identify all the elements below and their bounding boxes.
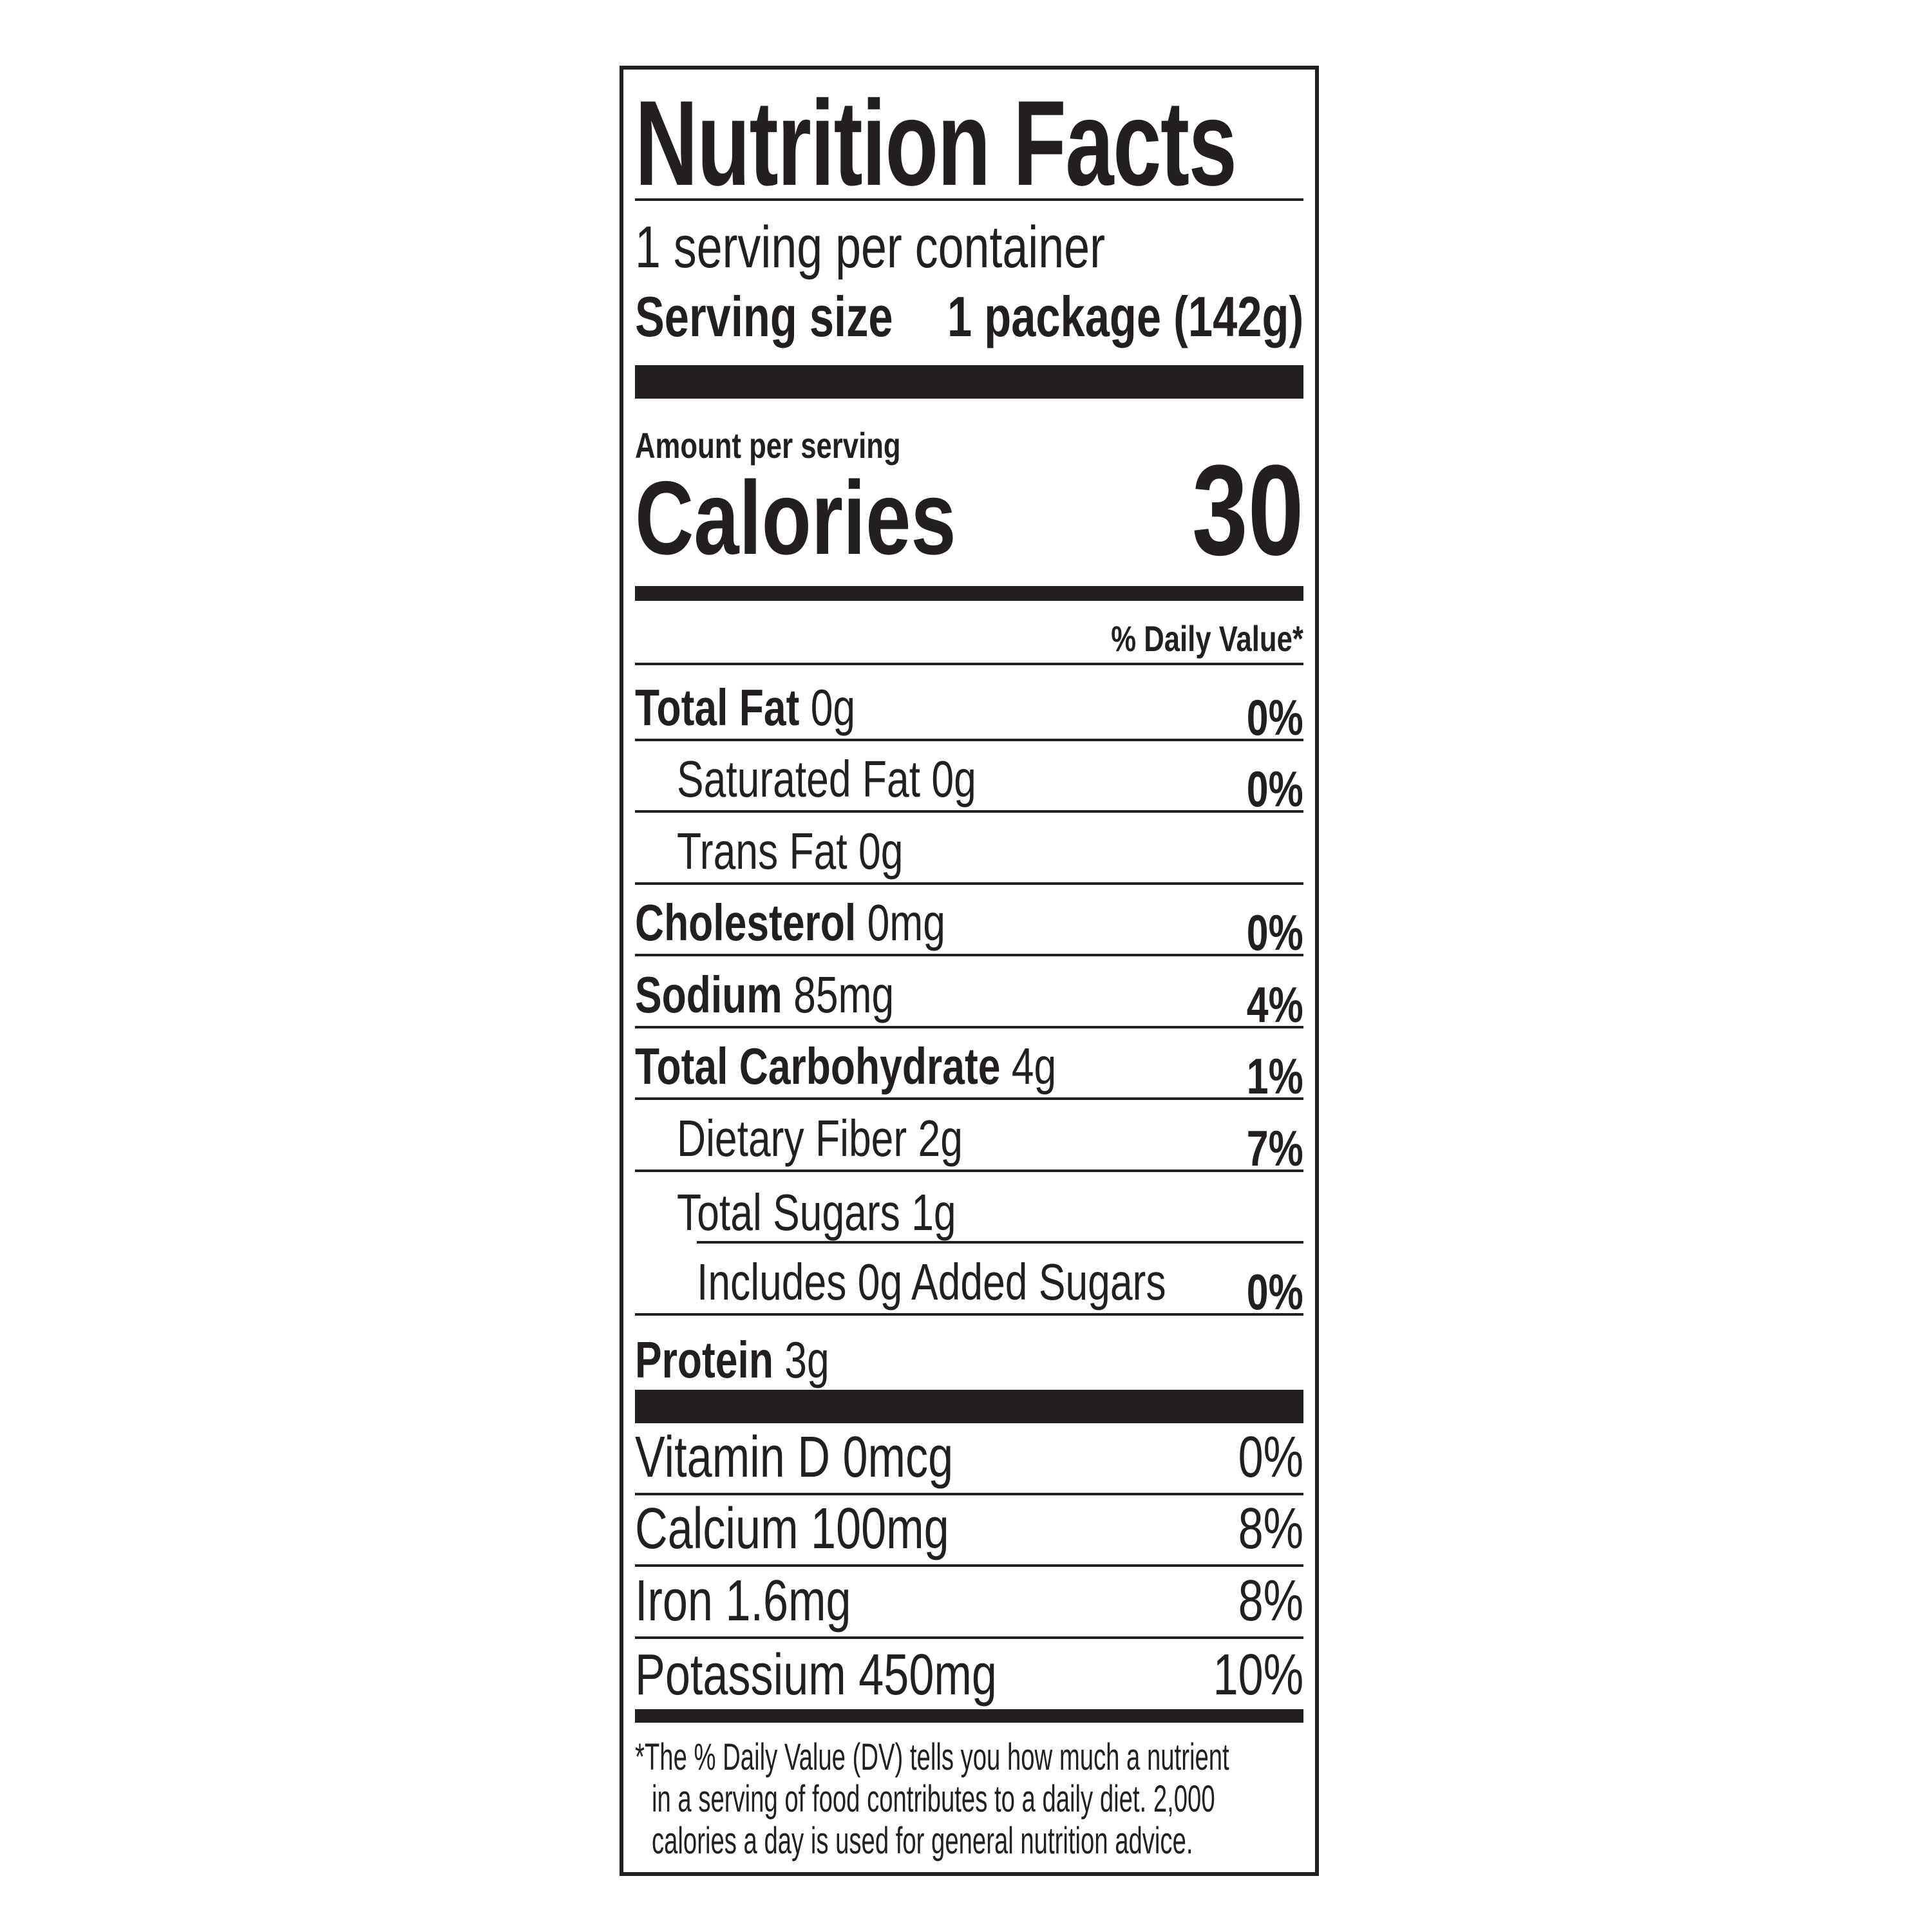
medium-divider	[635, 1709, 1303, 1723]
nutrient-row-dietary-fiber: Dietary Fiber 2g 7%	[635, 1100, 1303, 1177]
vitamin-name: Calcium 100mg	[635, 1497, 949, 1561]
vitamin-row-vitamin-d: Vitamin D 0mcg 0%	[635, 1423, 1303, 1495]
nutrient-amount: 0g	[858, 822, 904, 880]
nutrient-row-cholesterol: Cholesterol 0mg 0%	[635, 885, 1303, 961]
nutrient-amount: 3g	[784, 1331, 829, 1388]
serving-size: Serving size 1 package (142g)	[635, 289, 1303, 353]
calories-label: Calories	[635, 460, 956, 577]
nutrient-dv: 7%	[1247, 1119, 1303, 1177]
nutrient-dv: 0%	[1247, 1263, 1303, 1320]
nutrient-list: Total Fat 0g 0% Saturated Fat 0g 0% Trans …	[635, 669, 1303, 1391]
nutrient-name: Includes 0g Added Sugars	[697, 1253, 1166, 1311]
nutrient-amount: 4g	[1011, 1037, 1057, 1095]
footnote-line: in a serving of food contributes to a da…	[652, 1778, 1215, 1820]
nutrient-amount: 0g	[810, 678, 856, 736]
nutrient-amount: 85mg	[793, 965, 895, 1023]
vitamin-dv: 0%	[1238, 1425, 1303, 1490]
nutrient-row-added-sugars: Includes 0g Added Sugars 0%	[635, 1244, 1303, 1320]
nutrient-dv: 0%	[1247, 761, 1303, 817]
nutrient-name: Total Carbohydrate	[635, 1037, 1001, 1095]
label-title: Nutrition Facts	[635, 82, 1303, 204]
medium-divider	[635, 586, 1303, 601]
vitamin-dv: 10%	[1213, 1643, 1303, 1707]
nutrient-row-protein: Protein 3g	[635, 1316, 1303, 1391]
divider	[635, 198, 1303, 201]
vitamin-list: Vitamin D 0mcg 0% Calcium 100mg 8% Iron 1.…	[635, 1423, 1303, 1710]
calories-value: 30	[1191, 439, 1303, 582]
vitamin-row-potassium: Potassium 450mg 10%	[635, 1639, 1303, 1711]
footnote: *The % Daily Value (DV) tells you how mu…	[635, 1736, 1303, 1862]
serving-size-label: Serving size	[635, 285, 893, 348]
nutrient-row-total-fat: Total Fat 0g 0%	[635, 669, 1303, 746]
nutrient-dv: 0%	[1247, 904, 1303, 961]
nutrient-name: Total Fat	[635, 678, 800, 736]
amount-per-serving: Amount per serving	[635, 428, 1303, 464]
nutrient-amount: 0g	[931, 750, 976, 808]
nutrient-dv: 1%	[1247, 1048, 1303, 1104]
nutrient-name: Trans Fat	[677, 822, 848, 880]
vitamin-name: Iron 1.6mg	[635, 1568, 851, 1633]
nutrient-dv: 0%	[1247, 688, 1303, 746]
nutrient-row-sodium: Sodium 85mg 4%	[635, 956, 1303, 1033]
vitamin-name: Potassium 450mg	[635, 1643, 997, 1707]
vitamin-row-iron: Iron 1.6mg 8%	[635, 1567, 1303, 1639]
nutrient-name: Saturated Fat	[677, 750, 921, 808]
nutrient-name: Sodium	[635, 965, 782, 1023]
footnote-line: *The % Daily Value (DV) tells you how mu…	[635, 1736, 1229, 1778]
footnote-line: calories a day is used for general nutri…	[652, 1820, 1193, 1862]
nutrient-row-trans-fat: Trans Fat 0g	[635, 813, 1303, 885]
daily-value-header-text: % Daily Value*	[1111, 618, 1303, 659]
vitamin-dv: 8%	[1238, 1568, 1303, 1633]
nutrient-amount: 2g	[918, 1109, 963, 1167]
calories-row: Calories 30	[635, 439, 1303, 582]
nutrient-name: Dietary Fiber	[677, 1109, 907, 1167]
servings-text: 1 serving per container	[635, 214, 1105, 280]
serving-size-value: 1 package (142g)	[947, 285, 1303, 348]
nutrient-row-total-carbohydrate: Total Carbohydrate 4g 1%	[635, 1028, 1303, 1101]
nutrient-amount: 1g	[911, 1184, 956, 1241]
thick-divider	[635, 1390, 1303, 1423]
nutrient-amount: 0mg	[867, 894, 945, 951]
vitamin-name: Vitamin D 0mcg	[635, 1425, 954, 1490]
amount-per-serving-text: Amount per serving	[635, 425, 901, 466]
nutrient-name: Total Sugars	[677, 1184, 900, 1241]
nutrient-row-saturated-fat: Saturated Fat 0g 0%	[635, 741, 1303, 817]
servings-per-container: 1 serving per container	[635, 218, 1303, 277]
nutrient-dv: 4%	[1247, 976, 1303, 1033]
vitamin-row-calcium: Calcium 100mg 8%	[635, 1495, 1303, 1567]
title-text: Nutrition Facts	[635, 75, 1237, 211]
vitamin-dv: 8%	[1238, 1497, 1303, 1561]
nutrient-name: Protein	[635, 1331, 773, 1388]
divider	[635, 663, 1303, 665]
thick-divider	[635, 365, 1303, 399]
nutrition-facts-label: Nutrition Facts 1 serving per container …	[620, 66, 1319, 1876]
nutrient-name: Cholesterol	[635, 894, 857, 951]
nutrient-row-total-sugars: Total Sugars 1g	[635, 1172, 1303, 1244]
daily-value-header: % Daily Value*	[635, 616, 1303, 663]
